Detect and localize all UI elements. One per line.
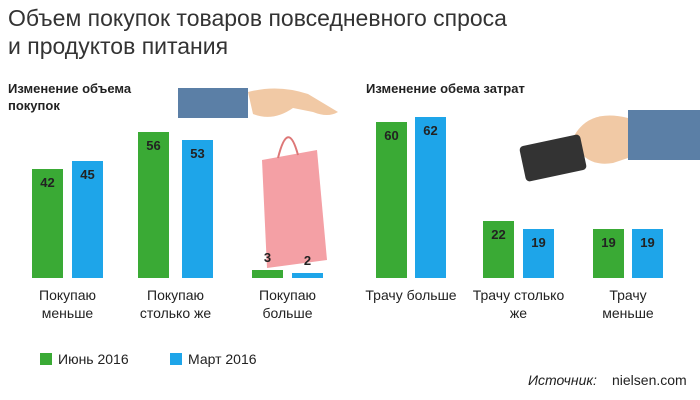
- value-label: 56: [146, 138, 161, 154]
- value-label: 42: [40, 174, 55, 190]
- hand-2: [573, 115, 628, 164]
- category-label: Трачу меньше: [602, 287, 654, 321]
- bar: [252, 270, 283, 278]
- legend-swatch: [170, 353, 182, 365]
- value-label: 62: [423, 122, 438, 138]
- bar: [415, 116, 446, 278]
- bar: [632, 228, 663, 278]
- bar: [376, 122, 407, 278]
- value-label: 3: [263, 250, 272, 266]
- sleeve-2: [628, 110, 700, 160]
- hand: [248, 88, 338, 117]
- chart-subtitle: Изменение обема затрат: [366, 81, 525, 96]
- value-label: 22: [491, 226, 506, 242]
- source: nielsen.com: [612, 372, 687, 388]
- title-line: Объем покупок товаров повседневного спро…: [8, 5, 507, 31]
- value-label: 2: [303, 252, 312, 268]
- legend-swatch: [40, 353, 52, 365]
- bar: [523, 228, 554, 278]
- value-label: 19: [640, 234, 655, 250]
- category-label: Покупаю больше: [259, 287, 316, 321]
- chart-subtitle: Изменение объема покупок: [8, 81, 132, 113]
- category-label: Трачу столько же: [472, 287, 565, 321]
- source-label: Источник:: [528, 372, 597, 388]
- value-label: 19: [601, 234, 616, 250]
- title-line: и продуктов питания: [8, 33, 229, 59]
- sleeve: [178, 88, 248, 118]
- value-label: 60: [384, 128, 399, 143]
- card: [519, 134, 587, 182]
- category-label: Покупаю столько же: [139, 287, 212, 321]
- value-label: 45: [80, 167, 95, 182]
- bag-handle: [277, 136, 299, 159]
- bar: [483, 220, 514, 278]
- category-label: Покупаю меньше: [39, 287, 96, 321]
- legend-label: Июнь 2016: [58, 351, 129, 367]
- bar: [72, 161, 103, 278]
- value-label: 53: [190, 146, 205, 162]
- bar: [593, 228, 624, 278]
- value-label: 19: [531, 234, 546, 250]
- bar: [182, 140, 213, 278]
- legend-label: Март 2016: [188, 351, 257, 367]
- bar: [138, 132, 169, 278]
- bar: [32, 168, 63, 278]
- bar: [292, 272, 323, 278]
- bag: [262, 150, 327, 268]
- category-label: Трачу больше: [365, 287, 457, 303]
